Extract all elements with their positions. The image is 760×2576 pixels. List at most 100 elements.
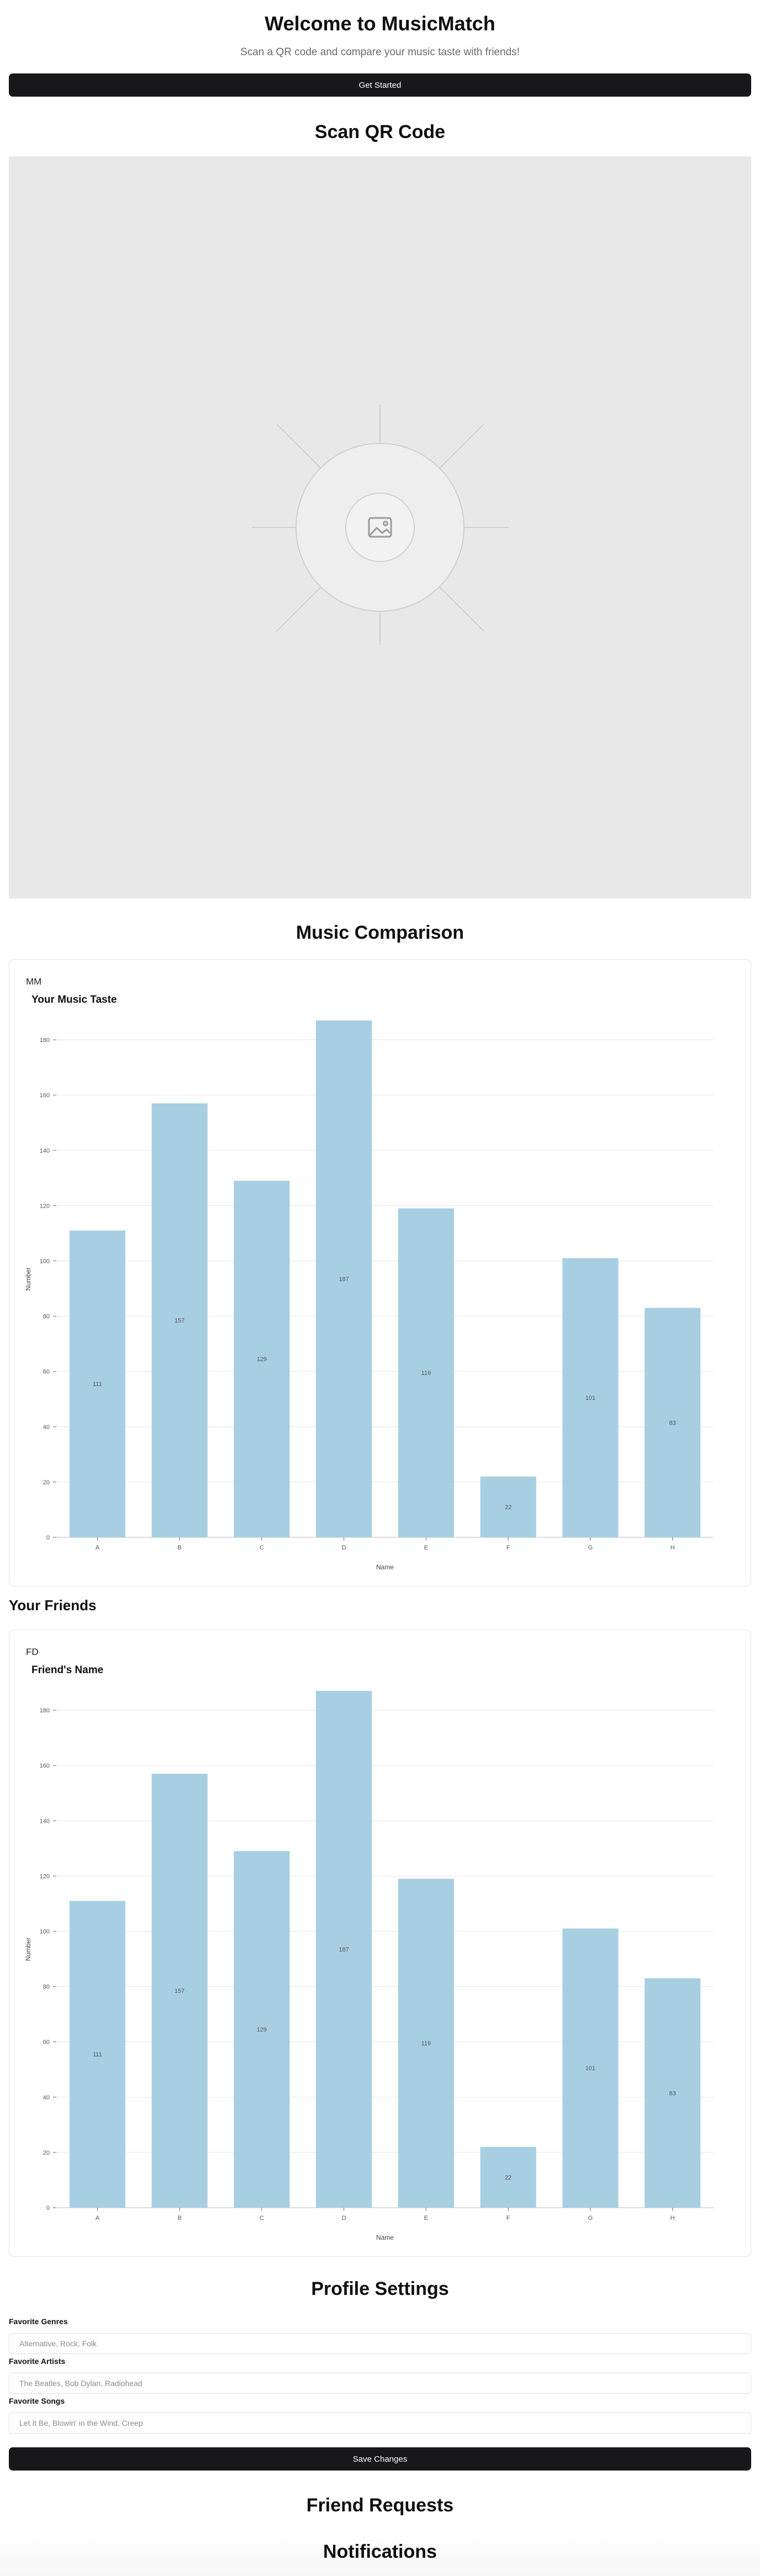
bar-value-label: 83 bbox=[669, 2090, 676, 2097]
scan-section-title: Scan QR Code bbox=[314, 121, 446, 142]
bar[interactable] bbox=[151, 1103, 208, 1537]
genres-input[interactable] bbox=[9, 2333, 751, 2354]
friend-music-card: FD Friend's Name 0 20 40 60 80 100 120 140 160 18… bbox=[9, 1630, 751, 2257]
bar-value-label: 22 bbox=[505, 2175, 511, 2181]
your-music-card: MM Your Music Taste 0 20 40 60 80 100 120 140 16… bbox=[9, 959, 751, 1586]
notifications-title: Notifications bbox=[323, 2541, 437, 2562]
y-tick-label: 140 bbox=[40, 1147, 50, 1154]
y-tick-label: 0 bbox=[46, 2205, 50, 2212]
bar-value-label: 129 bbox=[257, 2027, 267, 2033]
y-tick-label: 140 bbox=[40, 1818, 50, 1824]
x-tick-label: E bbox=[424, 2215, 428, 2221]
avatar: MM bbox=[26, 976, 42, 987]
y-axis-label: Number bbox=[24, 1267, 32, 1291]
bar[interactable] bbox=[480, 2146, 536, 2208]
x-tick-label: C bbox=[260, 1544, 264, 1551]
your-music-heading: Your Music Taste bbox=[31, 994, 117, 1006]
bar-value-label: 119 bbox=[421, 1370, 431, 1377]
qr-scanner-viewport[interactable] bbox=[9, 156, 751, 898]
y-tick-label: 40 bbox=[43, 1424, 50, 1431]
x-tick-label: F bbox=[506, 2215, 510, 2221]
artists-input[interactable] bbox=[9, 2373, 751, 2394]
bar-value-label: 111 bbox=[93, 1381, 102, 1388]
bar[interactable] bbox=[480, 1476, 536, 1537]
x-tick-label: F bbox=[506, 1544, 510, 1551]
friend-music-chart: 0 20 40 60 80 100 120 140 160 180 111 A 157 B 129 C 187 D… bbox=[24, 1691, 714, 2241]
x-tick-label: G bbox=[588, 1544, 593, 1551]
y-tick-label: 120 bbox=[40, 1873, 50, 1880]
bar[interactable] bbox=[562, 1928, 619, 2208]
image-icon bbox=[368, 517, 392, 538]
x-tick-label: H bbox=[671, 2215, 675, 2221]
y-axis-label: Number bbox=[24, 1938, 32, 1961]
get-started-button[interactable]: Get Started bbox=[9, 73, 751, 97]
your-music-chart: 0 20 40 60 80 100 120 140 160 180 111 A 157 B 129 C 187 D… bbox=[24, 1020, 714, 1571]
genres-label: Favorite Genres bbox=[9, 2317, 68, 2326]
songs-label: Favorite Songs bbox=[9, 2397, 65, 2405]
bar[interactable] bbox=[398, 1879, 454, 2208]
bar-value-label: 187 bbox=[339, 1276, 349, 1283]
friend-name-heading: Friend's Name bbox=[31, 1664, 104, 1676]
bar-value-label: 22 bbox=[505, 1504, 511, 1511]
x-axis-label: Name bbox=[376, 1563, 394, 1571]
x-tick-label: D bbox=[342, 2215, 346, 2221]
bar-value-label: 157 bbox=[175, 1318, 184, 1324]
bar-value-label: 83 bbox=[669, 1420, 676, 1426]
bar[interactable] bbox=[234, 1851, 290, 2208]
comparison-section-title: Music Comparison bbox=[295, 922, 465, 943]
y-tick-label: 40 bbox=[43, 2094, 50, 2101]
bar-value-label: 101 bbox=[585, 1395, 595, 1401]
y-tick-label: 120 bbox=[40, 1203, 50, 1209]
friends-heading: Your Friends bbox=[9, 1597, 97, 1614]
bar-value-label: 101 bbox=[585, 2065, 595, 2072]
hero-title: Welcome to MusicMatch bbox=[265, 12, 495, 35]
x-tick-label: E bbox=[424, 1544, 428, 1551]
bar-value-label: 111 bbox=[93, 2051, 102, 2058]
y-tick-label: 20 bbox=[43, 2150, 50, 2156]
hero-subtitle: Scan a QR code and compare your music ta… bbox=[240, 46, 520, 58]
x-tick-label: G bbox=[588, 2215, 593, 2221]
bar[interactable] bbox=[151, 1774, 208, 2208]
y-tick-label: 180 bbox=[40, 1707, 50, 1714]
bar[interactable] bbox=[316, 1691, 372, 2208]
y-tick-label: 60 bbox=[43, 2039, 50, 2046]
qr-placeholder-graphic bbox=[252, 405, 509, 645]
bar-value-label: 157 bbox=[175, 1988, 184, 1995]
y-tick-label: 60 bbox=[43, 1369, 50, 1376]
bar-value-label: 129 bbox=[257, 1356, 267, 1363]
bar[interactable] bbox=[234, 1181, 290, 1537]
bar-value-label: 119 bbox=[421, 2040, 431, 2047]
y-tick-label: 0 bbox=[46, 1535, 50, 1541]
songs-input[interactable] bbox=[9, 2413, 751, 2434]
y-tick-label: 80 bbox=[43, 1984, 50, 1991]
bar[interactable] bbox=[562, 1258, 619, 1537]
x-tick-label: D bbox=[342, 1544, 346, 1551]
x-tick-label: C bbox=[260, 2215, 264, 2221]
x-tick-label: A bbox=[96, 1544, 100, 1551]
bar[interactable] bbox=[69, 1901, 125, 2208]
bar[interactable] bbox=[398, 1208, 454, 1537]
artists-label: Favorite Artists bbox=[9, 2357, 66, 2366]
y-tick-label: 100 bbox=[40, 1928, 50, 1935]
bar[interactable] bbox=[69, 1230, 125, 1537]
bar[interactable] bbox=[645, 1978, 701, 2208]
y-tick-label: 160 bbox=[40, 1092, 50, 1099]
profile-section-title: Profile Settings bbox=[311, 2278, 449, 2299]
x-axis-label: Name bbox=[376, 2234, 394, 2241]
bottom-background bbox=[0, 2530, 760, 2576]
y-tick-label: 20 bbox=[43, 1479, 50, 1486]
y-tick-label: 100 bbox=[40, 1258, 50, 1265]
x-tick-label: A bbox=[96, 2215, 100, 2221]
x-tick-label: B bbox=[177, 2215, 181, 2221]
y-tick-label: 160 bbox=[40, 1763, 50, 1769]
y-tick-label: 180 bbox=[40, 1037, 50, 1044]
save-changes-button[interactable]: Save Changes bbox=[9, 2447, 751, 2471]
friend-requests-title: Friend Requests bbox=[306, 2495, 454, 2516]
bar-value-label: 187 bbox=[339, 1946, 349, 1953]
avatar: FD bbox=[26, 1647, 39, 1657]
bar[interactable] bbox=[645, 1308, 701, 1537]
x-tick-label: B bbox=[177, 1544, 181, 1551]
y-tick-label: 80 bbox=[43, 1314, 50, 1320]
bar[interactable] bbox=[316, 1020, 372, 1537]
x-tick-label: H bbox=[671, 1544, 675, 1551]
